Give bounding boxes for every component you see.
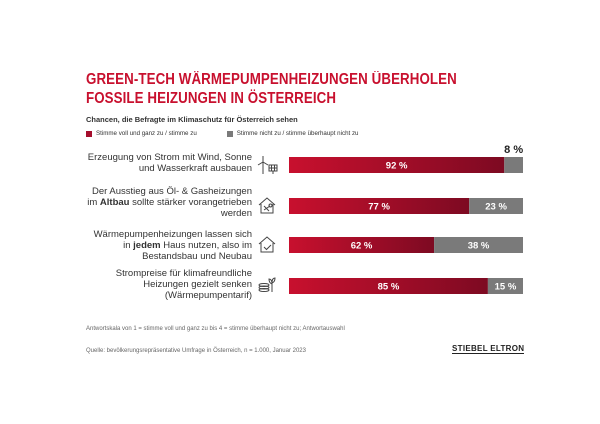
row-3-line-2-pre: in xyxy=(123,240,134,251)
row-3-line-2: in jedem Haus nutzen, also im xyxy=(32,240,252,251)
legend-swatch-disagree xyxy=(226,130,233,137)
label-agree-3: 62 % xyxy=(351,241,373,252)
row-label-4: Strompreise für klimafreundliche Heizung… xyxy=(32,268,252,301)
house-tools-icon xyxy=(258,197,276,214)
footnote-source: Quelle: bevölkerungsrepräsentative Umfra… xyxy=(86,348,306,354)
row-3-line-2-bold: jedem xyxy=(133,240,161,251)
bar-agree-2 xyxy=(289,198,470,214)
wind-solar-icon xyxy=(257,156,278,174)
bar-disagree-3 xyxy=(434,237,523,253)
legend-item-agree: Stimme voll und ganz zu / stimme zu xyxy=(86,130,197,137)
house-check-icon xyxy=(258,236,276,253)
row-label-1: Erzeugung von Strom mit Wind, Sonne und … xyxy=(32,152,252,174)
row-3-line-1: Wärmepumpenheizungen lassen sich xyxy=(93,229,252,240)
bar-agree-3 xyxy=(289,237,435,253)
title-line-2: FOSSILE HEIZUNGEN IN ÖSTERREICH xyxy=(86,90,337,107)
legend-swatch-agree xyxy=(86,130,92,137)
row-4-line-1: Strompreise für klimafreundliche xyxy=(115,268,252,279)
legend-label-agree: Stimme voll und ganz zu / stimme zu xyxy=(96,130,197,137)
row-3-line-2-post: Haus nutzen, also im xyxy=(160,240,252,251)
bar-agree-1 xyxy=(289,157,505,173)
row-1-line-2: und Wasserkraft ausbauen xyxy=(138,163,252,174)
label-disagree-3: 38 % xyxy=(468,241,490,252)
row-4-line-2: Heizungen gezielt senken xyxy=(143,279,252,290)
legend-label-disagree: Stimme nicht zu / stimme überhaupt nicht… xyxy=(236,130,359,137)
row-2-line-2-pre: im xyxy=(87,197,100,208)
bar-disagree-4 xyxy=(487,278,523,294)
label-agree-2: 77 % xyxy=(368,202,390,213)
row-4-line-3: (Wärmepumpentarif) xyxy=(164,290,252,301)
label-agree-1: 92 % xyxy=(386,161,408,172)
label-agree-4: 85 % xyxy=(378,282,400,293)
row-2-line-1: Der Ausstieg aus Öl- & Gasheizungen xyxy=(91,186,252,197)
footnote-scale: Antwortskala von 1 = stimme voll und gan… xyxy=(86,326,345,332)
legend-item-disagree: Stimme nicht zu / stimme überhaupt nicht… xyxy=(226,130,359,137)
coins-plant-icon xyxy=(258,277,276,292)
legend: Stimme voll und ganz zu / stimme zu Stim… xyxy=(86,130,389,137)
label-disagree-4: 15 % xyxy=(495,282,517,293)
row-2-line-2: im Altbau sollte stärker vorangetrieben xyxy=(32,197,252,208)
row-3-line-3: Bestandsbau und Neubau xyxy=(142,251,252,262)
row-2-line-2-bold: Altbau xyxy=(99,197,130,208)
bar-agree-4 xyxy=(289,278,488,294)
bar-disagree-2 xyxy=(469,198,523,214)
chart-title: GREEN-TECH WÄRMEPUMPENHEIZUNGEN ÜBERHOLE… xyxy=(86,70,457,108)
row-label-3: Wärmepumpenheizungen lassen sich in jede… xyxy=(32,229,252,262)
label-disagree-2: 23 % xyxy=(485,202,507,213)
bar-disagree-1 xyxy=(504,157,523,173)
row-label-2: Der Ausstieg aus Öl- & Gasheizungen im A… xyxy=(32,186,252,219)
brand-logo: STIEBEL ELTRON xyxy=(452,344,525,354)
chart-subtitle: Chancen, die Befragte im Klimaschutz für… xyxy=(86,115,298,124)
row-2-line-2-post: sollte stärker vorangetrieben xyxy=(129,197,252,208)
label-disagree-1: 8 % xyxy=(504,144,523,156)
title-line-1: GREEN-TECH WÄRMEPUMPENHEIZUNGEN ÜBERHOLE… xyxy=(86,71,457,88)
row-1-line-1: Erzeugung von Strom mit Wind, Sonne xyxy=(87,152,252,163)
row-2-line-3: werden xyxy=(220,208,252,219)
